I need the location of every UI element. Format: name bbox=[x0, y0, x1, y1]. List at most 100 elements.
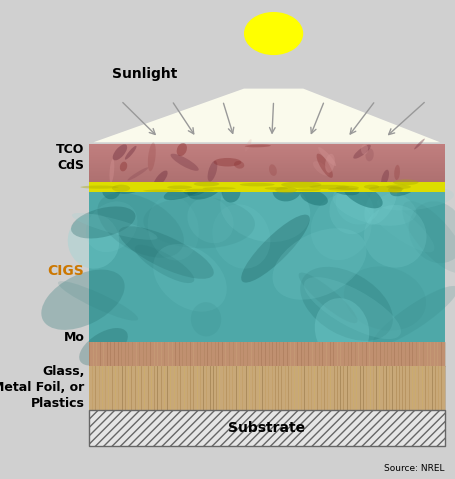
Ellipse shape bbox=[221, 182, 240, 203]
Bar bbox=[89, 156, 444, 157]
Ellipse shape bbox=[329, 188, 373, 234]
Ellipse shape bbox=[143, 197, 254, 248]
Text: TCO: TCO bbox=[56, 143, 84, 156]
Ellipse shape bbox=[360, 144, 367, 155]
Ellipse shape bbox=[212, 204, 270, 269]
Ellipse shape bbox=[295, 188, 320, 191]
Ellipse shape bbox=[316, 154, 332, 178]
Ellipse shape bbox=[153, 244, 226, 312]
Bar bbox=[89, 178, 444, 179]
Ellipse shape bbox=[243, 12, 303, 55]
Ellipse shape bbox=[244, 139, 251, 152]
Ellipse shape bbox=[102, 181, 120, 199]
Bar bbox=[89, 182, 444, 183]
Bar bbox=[89, 192, 444, 342]
Bar bbox=[89, 366, 444, 410]
Ellipse shape bbox=[299, 189, 327, 205]
Ellipse shape bbox=[332, 184, 415, 226]
Bar bbox=[89, 161, 444, 163]
Ellipse shape bbox=[364, 148, 373, 161]
Ellipse shape bbox=[241, 215, 309, 283]
Ellipse shape bbox=[364, 181, 396, 225]
Bar bbox=[89, 170, 444, 171]
Ellipse shape bbox=[401, 201, 455, 273]
Ellipse shape bbox=[118, 226, 213, 279]
Ellipse shape bbox=[68, 214, 119, 269]
Bar bbox=[89, 175, 444, 176]
Ellipse shape bbox=[393, 165, 399, 180]
Bar bbox=[89, 148, 444, 149]
Text: Glass,
Metal Foil, or
Plastics: Glass, Metal Foil, or Plastics bbox=[0, 365, 84, 410]
Bar bbox=[89, 152, 444, 153]
Ellipse shape bbox=[376, 187, 453, 210]
Ellipse shape bbox=[324, 154, 334, 173]
Ellipse shape bbox=[97, 193, 183, 258]
Ellipse shape bbox=[358, 192, 434, 252]
Text: Source: NREL: Source: NREL bbox=[383, 464, 444, 473]
Ellipse shape bbox=[125, 146, 136, 160]
Ellipse shape bbox=[310, 194, 371, 260]
Ellipse shape bbox=[313, 161, 329, 176]
Ellipse shape bbox=[413, 138, 424, 149]
Ellipse shape bbox=[380, 170, 388, 186]
Ellipse shape bbox=[264, 187, 288, 190]
Text: Sunlight: Sunlight bbox=[111, 67, 177, 81]
Ellipse shape bbox=[187, 180, 210, 196]
Ellipse shape bbox=[389, 178, 419, 196]
Ellipse shape bbox=[335, 182, 379, 225]
Ellipse shape bbox=[372, 286, 455, 346]
Bar bbox=[89, 180, 444, 182]
Ellipse shape bbox=[184, 189, 214, 192]
Text: CIGS: CIGS bbox=[47, 263, 84, 278]
Bar bbox=[89, 171, 444, 172]
Bar bbox=[89, 157, 444, 159]
Bar bbox=[89, 165, 444, 167]
Ellipse shape bbox=[353, 145, 370, 159]
Text: Mo: Mo bbox=[63, 331, 84, 344]
Ellipse shape bbox=[153, 171, 167, 188]
Ellipse shape bbox=[363, 205, 425, 268]
Bar bbox=[89, 144, 444, 145]
Ellipse shape bbox=[244, 145, 270, 148]
Ellipse shape bbox=[318, 147, 335, 166]
Ellipse shape bbox=[281, 182, 321, 188]
Ellipse shape bbox=[143, 190, 182, 192]
Ellipse shape bbox=[80, 185, 118, 189]
Ellipse shape bbox=[392, 180, 418, 185]
Ellipse shape bbox=[112, 185, 130, 192]
Bar bbox=[89, 159, 444, 160]
Ellipse shape bbox=[299, 267, 392, 341]
Bar bbox=[89, 155, 444, 156]
Ellipse shape bbox=[272, 228, 366, 300]
Bar bbox=[89, 173, 444, 175]
Ellipse shape bbox=[109, 159, 114, 182]
Text: CdS: CdS bbox=[57, 159, 84, 172]
Ellipse shape bbox=[58, 281, 138, 320]
Ellipse shape bbox=[275, 187, 296, 193]
Ellipse shape bbox=[167, 185, 192, 189]
Ellipse shape bbox=[268, 164, 276, 176]
Bar bbox=[89, 176, 444, 178]
Bar bbox=[89, 153, 444, 155]
Bar bbox=[89, 168, 444, 170]
Ellipse shape bbox=[272, 179, 301, 201]
Ellipse shape bbox=[202, 187, 235, 190]
Bar bbox=[89, 160, 444, 161]
Ellipse shape bbox=[147, 142, 156, 171]
Ellipse shape bbox=[343, 266, 425, 331]
Ellipse shape bbox=[298, 273, 357, 323]
Ellipse shape bbox=[387, 186, 401, 194]
Bar bbox=[89, 163, 444, 164]
Ellipse shape bbox=[335, 186, 358, 190]
Bar bbox=[89, 342, 444, 366]
Ellipse shape bbox=[408, 201, 455, 263]
Polygon shape bbox=[93, 89, 439, 142]
Ellipse shape bbox=[213, 158, 241, 167]
Ellipse shape bbox=[182, 183, 202, 195]
Bar bbox=[89, 182, 444, 192]
Ellipse shape bbox=[239, 183, 274, 186]
Ellipse shape bbox=[191, 302, 221, 336]
Bar bbox=[89, 145, 444, 147]
Bar bbox=[89, 147, 444, 148]
Bar bbox=[89, 150, 444, 152]
